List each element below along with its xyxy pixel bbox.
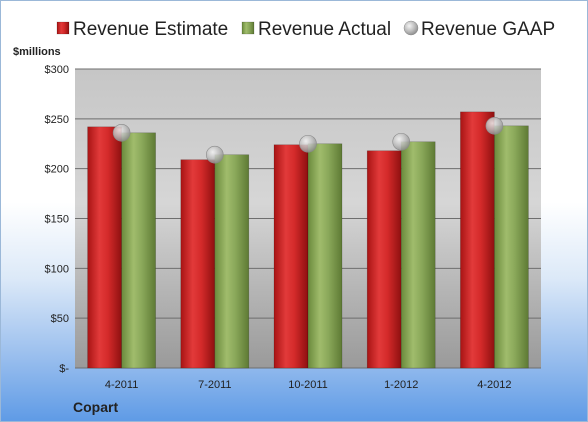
bar-revenue-actual-4-2012 — [494, 125, 529, 369]
legend-swatch-revenue-estimate — [56, 21, 70, 35]
bar-revenue-estimate-7-2011 — [180, 159, 216, 369]
legend-item-revenue-estimate: Revenue Estimate — [56, 19, 228, 40]
legend-swatch-revenue-actual — [241, 21, 255, 35]
x-axis-ticks: 4-2011 7-2011 10-2011 1-2012 4-2012 — [105, 379, 512, 391]
y-tick-label: $- — [59, 363, 69, 375]
bar-revenue-estimate-4-2012 — [460, 111, 495, 369]
bars — [87, 111, 529, 369]
y-axis-ticks: $- $50 $100 $150 $200 $250 $300 — [45, 64, 70, 375]
company-label: Copart — [73, 399, 118, 415]
marker-revenue-gaap-4-2011 — [112, 123, 131, 142]
bar-revenue-estimate-4-2011 — [87, 126, 122, 369]
x-tick-label: 4-2011 — [105, 379, 138, 391]
legend-swatch-revenue-gaap — [403, 20, 419, 36]
bar-revenue-estimate-1-2012 — [366, 150, 402, 369]
x-tick-label: 7-2011 — [198, 379, 231, 391]
marker-revenue-gaap-7-2011 — [206, 145, 224, 164]
legend-item-revenue-gaap: Revenue GAAP — [403, 19, 555, 40]
y-tick-label: $250 — [45, 114, 69, 126]
marker-revenue-gaap-1-2012 — [392, 132, 411, 151]
legend: Revenue Estimate Revenue Actual Revenue GA… — [56, 19, 555, 40]
bar-revenue-actual-10-2011 — [307, 143, 343, 369]
y-tick-label: $50 — [51, 313, 69, 325]
y-tick-label: $300 — [45, 64, 69, 76]
marker-revenue-gaap-4-2012 — [485, 117, 504, 135]
legend-label: Revenue Estimate — [73, 19, 228, 40]
y-tick-label: $100 — [45, 263, 69, 275]
bar-revenue-estimate-10-2011 — [273, 144, 309, 369]
legend-label: Revenue Actual — [258, 19, 391, 40]
bar-revenue-actual-7-2011 — [214, 154, 250, 369]
bar-revenue-actual-1-2012 — [400, 141, 436, 369]
legend-item-revenue-actual: Revenue Actual — [241, 19, 391, 40]
y-tick-label: $200 — [45, 164, 69, 176]
x-tick-label: 10-2011 — [288, 379, 328, 391]
x-tick-label: 1-2012 — [384, 379, 418, 391]
legend-label: Revenue GAAP — [421, 19, 555, 40]
gaap-markers — [112, 117, 504, 164]
x-tick-label: 4-2012 — [477, 379, 511, 391]
bar-revenue-actual-4-2011 — [121, 132, 156, 369]
y-axis-unit-label: $millions — [13, 46, 61, 58]
y-tick-label: $150 — [45, 214, 69, 226]
marker-revenue-gaap-10-2011 — [299, 134, 317, 153]
